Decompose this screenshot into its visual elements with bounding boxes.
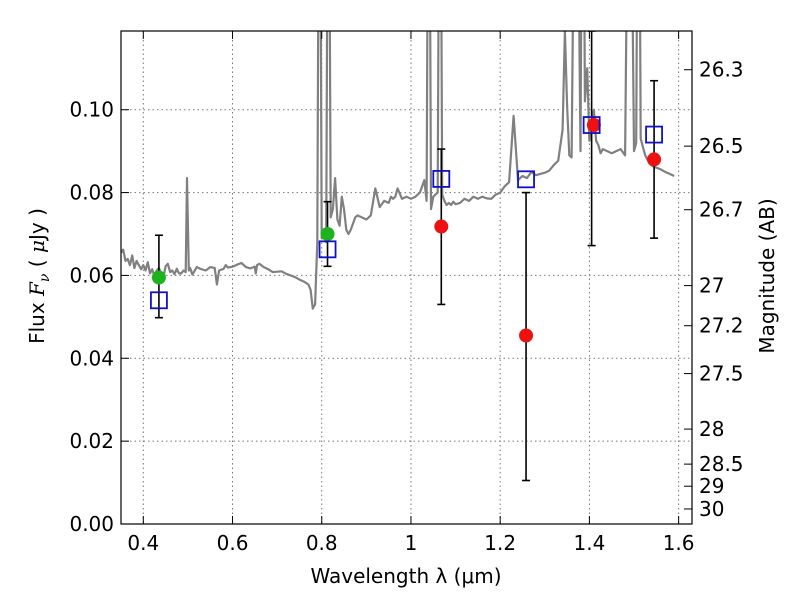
model-photometry-square (318, 240, 337, 259)
model-photometry-square (517, 170, 535, 189)
right-tick-label: 28 (699, 417, 724, 441)
right-tick-label: 26.3 (699, 58, 744, 82)
y-tick-label: 0.04 (69, 346, 114, 370)
plot-area (121, 31, 675, 482)
x-tick-label: 0.6 (217, 531, 249, 555)
right-tick-label: 26.7 (699, 198, 744, 222)
grid-lines (121, 31, 692, 525)
right-tick-label: 28.5 (699, 452, 744, 476)
y-tick-label: 0.10 (69, 98, 114, 122)
x-tick-label: 1.4 (573, 531, 605, 555)
model-photometry-square (150, 291, 168, 310)
y-tick-label: 0.02 (69, 429, 114, 453)
model-photometry-square (645, 125, 663, 144)
model-photometry-square (432, 169, 451, 188)
right-tick-label: 27.2 (699, 314, 744, 338)
axis-ticks: 0.4 0.6 0.8 1 1.2 1.4 1.6 0.00 0.02 0.04 0.06 0.08 0… (69, 31, 744, 555)
right-tick-label: 30 (699, 497, 724, 521)
x-tick-label: 0.4 (127, 531, 159, 555)
observed-optical-point (320, 227, 335, 241)
x-tick-label: 1.2 (484, 531, 516, 555)
observed-optical-point (151, 270, 166, 285)
observed-ir-point (586, 118, 601, 133)
observed-ir-point (647, 152, 662, 167)
y-tick-label: 0.06 (69, 263, 114, 287)
right-tick-label: 29 (699, 474, 724, 498)
right-tick-label: 26.5 (699, 134, 744, 158)
model-spectrum-line (121, 31, 675, 310)
x-tick-label: 0.8 (306, 531, 338, 555)
errorbars (154, 31, 659, 482)
observed-ir-point (434, 219, 449, 234)
right-tick-label: 27 (699, 274, 724, 298)
model-photometry-square (582, 116, 601, 134)
x-tick-label: 1.6 (663, 531, 695, 555)
y-axis-label: Flux Fν ( μJy ) (25, 208, 53, 344)
right-axis-label: Magnitude (AB) (755, 198, 779, 353)
x-axis-label: Wavelength λ (μm) (310, 564, 501, 588)
y-tick-label: 0.08 (69, 181, 114, 205)
data-markers (150, 116, 663, 343)
right-tick-label: 27.5 (699, 362, 744, 386)
plot-frame (120, 30, 693, 525)
observed-ir-point (519, 328, 534, 343)
x-tick-label: 1 (405, 531, 418, 555)
y-tick-label: 0.00 (69, 512, 114, 536)
